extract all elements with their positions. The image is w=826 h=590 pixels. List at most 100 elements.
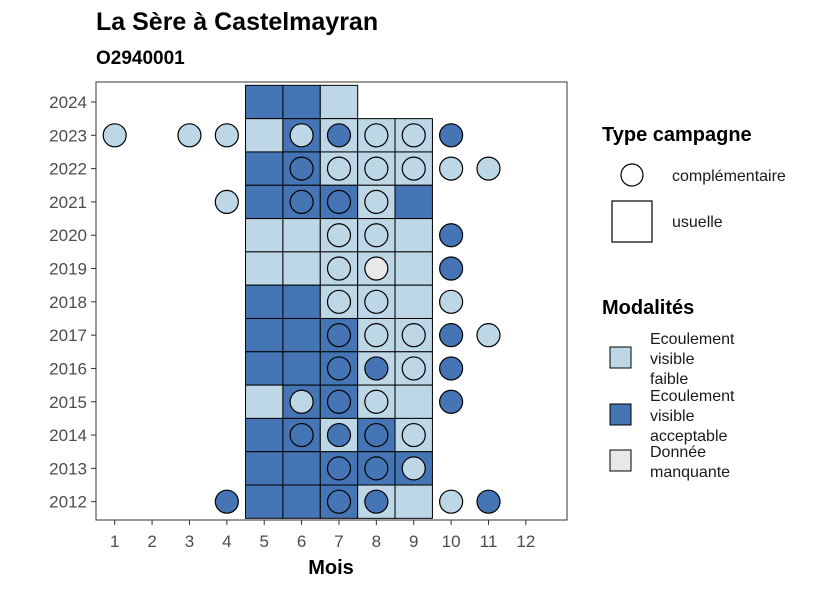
y-tick-label-2018: 2018 bbox=[49, 293, 87, 312]
point-2022-6 bbox=[289, 156, 314, 181]
point-2012-11 bbox=[476, 489, 501, 514]
chart-title: La Sère à Castelmayran bbox=[96, 8, 378, 36]
x-tick-label-3: 3 bbox=[185, 532, 194, 551]
legend-key-square bbox=[611, 200, 653, 243]
x-tick-label-4: 4 bbox=[222, 532, 231, 551]
y-tick-label-2017: 2017 bbox=[49, 326, 87, 345]
point-2017-9 bbox=[401, 323, 426, 348]
point-2012-8 bbox=[364, 489, 389, 514]
point-2014-6 bbox=[289, 422, 314, 448]
tile-2020-9 bbox=[394, 218, 433, 253]
plot-panel bbox=[95, 81, 568, 521]
tile-2015-5 bbox=[245, 384, 284, 419]
point-2014-9 bbox=[401, 422, 426, 448]
legend: Type campagne complémentaire usuelle Mod… bbox=[602, 124, 786, 481]
point-2017-11 bbox=[476, 323, 501, 348]
point-2023-7 bbox=[326, 123, 352, 148]
y-axis: 2012 2013 2014 2015 2016 2017 2018 2019 2020 2021… bbox=[49, 93, 96, 512]
tile-2024-7 bbox=[319, 84, 359, 120]
point-2023-1 bbox=[102, 123, 127, 148]
tile-2020-5 bbox=[245, 218, 284, 253]
tile-2023-5 bbox=[245, 118, 284, 153]
point-2016-8 bbox=[364, 356, 389, 381]
y-tick-label-2021: 2021 bbox=[49, 193, 87, 212]
point-2022-9 bbox=[401, 156, 426, 181]
point-2017-8 bbox=[364, 323, 389, 348]
y-tick-label-2022: 2022 bbox=[49, 160, 87, 179]
legend-label-acceptable: Ecoulement visible acceptable bbox=[650, 388, 739, 445]
tile-2017-6 bbox=[282, 317, 321, 353]
tile-2019-9 bbox=[394, 251, 433, 286]
point-2015-10 bbox=[439, 389, 464, 414]
y-tick-label-2016: 2016 bbox=[49, 359, 87, 378]
y-tick-label-2019: 2019 bbox=[49, 260, 87, 279]
point-2021-8 bbox=[364, 189, 389, 215]
point-2013-9 bbox=[401, 456, 426, 481]
y-tick-label-2024: 2024 bbox=[49, 93, 87, 112]
x-tick-label-11: 11 bbox=[480, 532, 498, 551]
panel-border bbox=[95, 81, 568, 521]
point-2022-11 bbox=[476, 156, 501, 181]
legend-swatch-faible bbox=[609, 346, 632, 369]
x-tick-label-2: 2 bbox=[147, 532, 156, 551]
point-2014-7 bbox=[326, 422, 352, 448]
legend-label-usuelle: usuelle bbox=[672, 214, 723, 231]
x-tick-label-7: 7 bbox=[334, 532, 343, 551]
legend-label-complementaire: complémentaire bbox=[672, 168, 786, 185]
point-2022-7 bbox=[326, 156, 352, 181]
x-tick-label-12: 12 bbox=[516, 532, 535, 551]
point-2017-10 bbox=[439, 323, 464, 348]
point-2013-8 bbox=[364, 456, 389, 481]
tile-2024-6 bbox=[282, 84, 321, 120]
legend-swatch-acceptable bbox=[609, 403, 632, 426]
point-2013-7 bbox=[326, 456, 352, 481]
tile-2021-5 bbox=[245, 184, 284, 220]
point-2019-10 bbox=[439, 256, 464, 281]
point-2015-7 bbox=[326, 389, 352, 414]
point-2022-8 bbox=[364, 156, 389, 181]
x-tick-label-6: 6 bbox=[297, 532, 306, 551]
point-2018-8 bbox=[364, 289, 389, 314]
point-2012-10 bbox=[439, 489, 464, 514]
legend-swatch-manquante bbox=[609, 449, 632, 472]
tile-2021-9 bbox=[394, 184, 433, 220]
tile-2012-9 bbox=[394, 484, 433, 519]
point-2015-8 bbox=[364, 389, 389, 414]
tile-2013-6 bbox=[282, 451, 321, 486]
point-2016-9 bbox=[401, 356, 426, 381]
point-2023-8 bbox=[364, 123, 389, 148]
tile-2016-6 bbox=[282, 351, 321, 386]
legend-fill-title: Modalités bbox=[602, 297, 694, 319]
tile-2014-5 bbox=[245, 417, 284, 453]
x-tick-label-9: 9 bbox=[409, 532, 418, 551]
point-2019-7 bbox=[326, 256, 352, 281]
point-2012-7 bbox=[326, 489, 352, 514]
point-2012-4 bbox=[214, 489, 239, 514]
x-axis: 1 2 3 4 5 6 7 8 9 10 11 12 bbox=[110, 520, 535, 551]
tile-2015-9 bbox=[394, 384, 433, 419]
point-2019-8 bbox=[364, 256, 389, 281]
point-2015-6 bbox=[289, 389, 314, 414]
point-2021-7 bbox=[326, 189, 352, 215]
tile-2024-5 bbox=[245, 84, 284, 120]
point-2016-7 bbox=[326, 356, 352, 381]
tile-2018-6 bbox=[282, 284, 321, 319]
point-2020-8 bbox=[364, 223, 389, 248]
x-tick-label-5: 5 bbox=[259, 532, 268, 551]
point-2014-8 bbox=[364, 422, 389, 448]
x-tick-label-10: 10 bbox=[442, 532, 461, 551]
point-2023-3 bbox=[177, 123, 202, 148]
legend-key-circle bbox=[620, 163, 644, 187]
x-axis-title: Mois bbox=[308, 557, 354, 579]
tile-2018-5 bbox=[245, 284, 284, 319]
y-tick-label-2020: 2020 bbox=[49, 226, 87, 245]
y-tick-label-2013: 2013 bbox=[49, 459, 87, 478]
legend-label-faible: Ecoulement visible faible bbox=[650, 331, 739, 388]
point-2018-7 bbox=[326, 289, 352, 314]
tile-2013-5 bbox=[245, 451, 284, 486]
y-tick-label-2012: 2012 bbox=[49, 493, 87, 512]
legend-label-manquante: Donnée manquante bbox=[650, 444, 730, 481]
point-2017-7 bbox=[326, 323, 352, 348]
x-tick-label-8: 8 bbox=[372, 532, 381, 551]
